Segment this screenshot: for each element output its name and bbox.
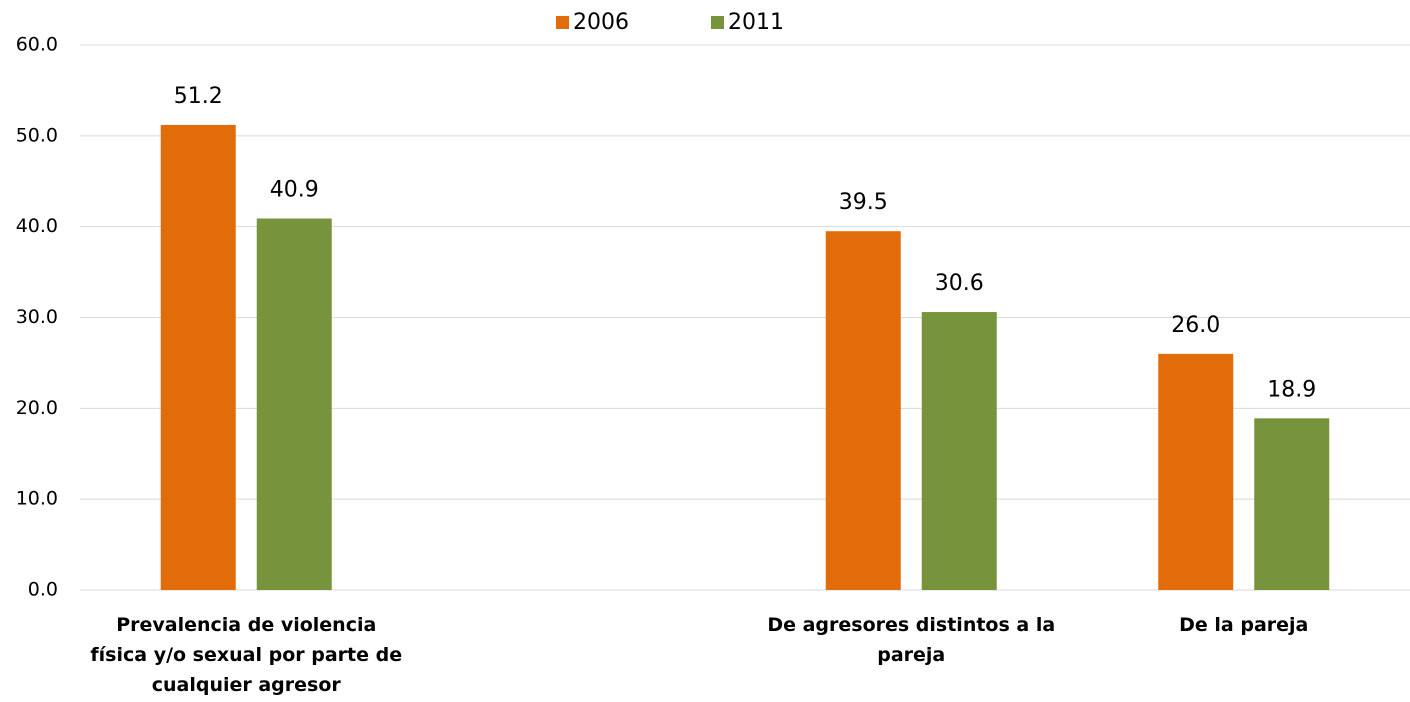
y-tick-label: 60.0	[16, 34, 58, 56]
bar	[256, 218, 332, 590]
data-label: 39.5	[839, 190, 888, 215]
bar	[1158, 353, 1234, 590]
data-label: 30.6	[935, 271, 984, 296]
y-tick-label: 30.0	[16, 306, 58, 328]
bar	[921, 312, 997, 590]
x-tick-label: De agresores distintos a la pareja	[767, 614, 1056, 666]
y-tick-label: 10.0	[16, 488, 58, 510]
y-tick-label: 0.0	[28, 579, 58, 601]
data-label: 40.9	[270, 177, 319, 202]
data-label: 51.2	[174, 84, 223, 109]
bar	[1254, 418, 1330, 590]
legend-label: 2006	[573, 10, 629, 35]
legend-swatch	[711, 16, 724, 29]
legend-label: 2011	[728, 10, 784, 35]
bar	[825, 231, 901, 591]
data-label: 18.9	[1267, 377, 1316, 402]
y-tick-label: 40.0	[16, 215, 58, 237]
x-tick-label: Prevalencia de violencia física y/o sexu…	[90, 614, 403, 696]
y-tick-label: 20.0	[16, 397, 58, 419]
legend-swatch	[556, 16, 569, 29]
data-label: 26.0	[1171, 313, 1220, 338]
y-tick-label: 50.0	[16, 124, 58, 146]
bar	[160, 124, 236, 590]
x-tick-label: De la pareja	[1179, 614, 1309, 636]
